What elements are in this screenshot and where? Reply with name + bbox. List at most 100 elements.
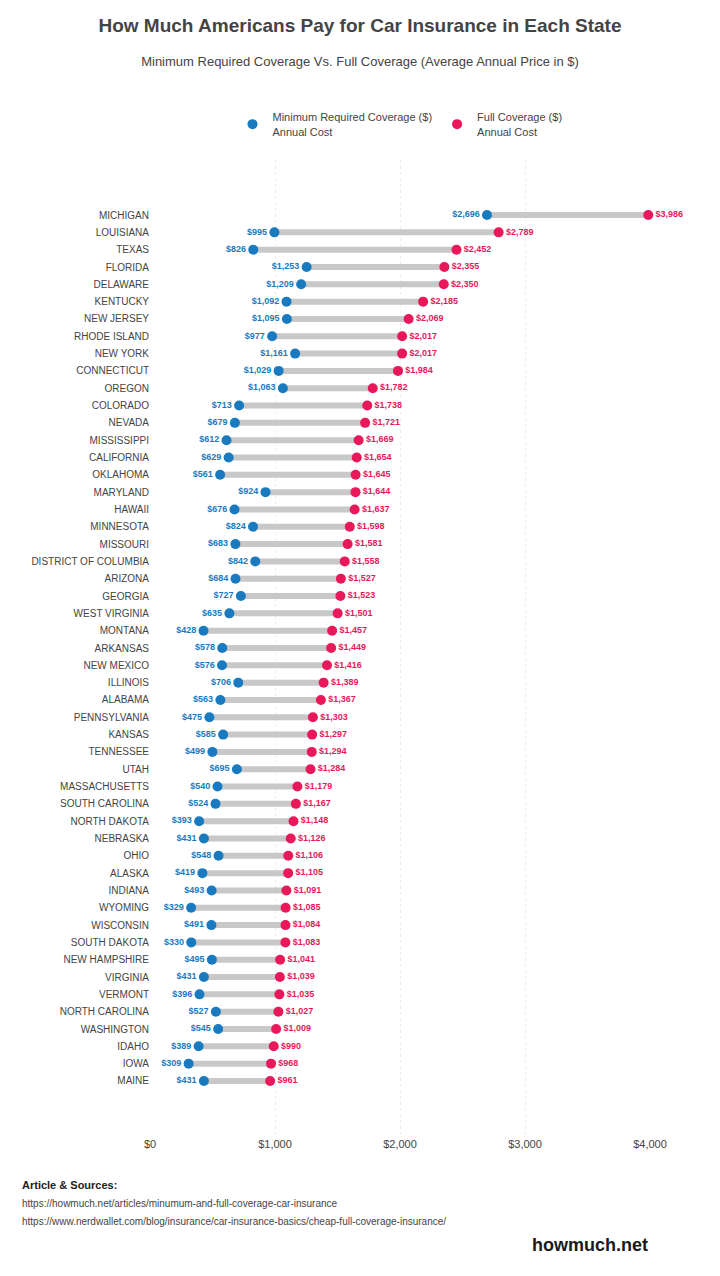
svg-text:$563: $563 <box>193 694 213 704</box>
svg-text:$1,084: $1,084 <box>293 919 321 929</box>
svg-text:$1,106: $1,106 <box>296 850 324 860</box>
svg-text:$499: $499 <box>185 746 205 756</box>
svg-text:CONNECTICUT: CONNECTICUT <box>76 365 149 376</box>
svg-text:$1,669: $1,669 <box>366 434 394 444</box>
svg-text:FLORIDA: FLORIDA <box>106 262 150 273</box>
svg-text:$431: $431 <box>177 833 197 843</box>
svg-text:$968: $968 <box>278 1058 298 1068</box>
svg-text:WYOMING: WYOMING <box>99 902 149 913</box>
svg-text:$1,644: $1,644 <box>363 486 391 496</box>
svg-text:NEW YORK: NEW YORK <box>95 348 150 359</box>
svg-text:Minimum Required Coverage ($)A: Minimum Required Coverage ($)Annual Cost <box>273 111 433 137</box>
svg-text:$1,105: $1,105 <box>295 867 323 877</box>
svg-text:$431: $431 <box>177 1075 197 1085</box>
svg-text:$1,083: $1,083 <box>293 937 321 947</box>
svg-text:WISCONSIN: WISCONSIN <box>91 920 149 931</box>
svg-text:$2,017: $2,017 <box>409 331 437 341</box>
svg-text:$826: $826 <box>226 244 246 254</box>
svg-text:WASHINGTON: WASHINGTON <box>81 1024 149 1035</box>
svg-text:$396: $396 <box>172 989 192 999</box>
svg-text:$561: $561 <box>193 469 213 479</box>
svg-text:$1,085: $1,085 <box>293 902 321 912</box>
svg-text:$1,284: $1,284 <box>318 763 346 773</box>
svg-text:$1,389: $1,389 <box>331 677 359 687</box>
svg-text:$524: $524 <box>188 798 208 808</box>
svg-text:$3,986: $3,986 <box>656 209 684 219</box>
svg-text:SOUTH CAROLINA: SOUTH CAROLINA <box>60 798 149 809</box>
svg-text:$990: $990 <box>281 1041 301 1051</box>
svg-text:NORTH DAKOTA: NORTH DAKOTA <box>70 816 149 827</box>
svg-text:$1,501: $1,501 <box>345 608 373 618</box>
svg-text:$329: $329 <box>164 902 184 912</box>
svg-text:Full Coverage ($)Annual Cost: Full Coverage ($)Annual Cost <box>477 111 562 137</box>
svg-text:IDAHO: IDAHO <box>117 1041 149 1052</box>
svg-text:$2,185: $2,185 <box>430 296 458 306</box>
svg-text:$1,095: $1,095 <box>252 313 280 323</box>
svg-text:$1,416: $1,416 <box>334 660 362 670</box>
svg-text:COLORADO: COLORADO <box>92 400 149 411</box>
svg-text:$495: $495 <box>185 954 205 964</box>
svg-text:SOUTH DAKOTA: SOUTH DAKOTA <box>71 937 149 948</box>
svg-text:$977: $977 <box>245 331 265 341</box>
svg-text:IOWA: IOWA <box>123 1058 150 1069</box>
svg-text:$1,027: $1,027 <box>286 1006 314 1016</box>
svg-text:MARYLAND: MARYLAND <box>94 487 149 498</box>
svg-text:$683: $683 <box>208 538 228 548</box>
svg-text:$1,161: $1,161 <box>260 348 288 358</box>
svg-text:$995: $995 <box>247 227 267 237</box>
svg-text:$1,091: $1,091 <box>294 885 322 895</box>
svg-text:MAINE: MAINE <box>117 1075 149 1086</box>
svg-text:MONTANA: MONTANA <box>100 625 150 636</box>
svg-text:howmuch.net: howmuch.net <box>532 1235 648 1255</box>
svg-text:$1,637: $1,637 <box>362 504 390 514</box>
svg-text:$475: $475 <box>182 712 202 722</box>
svg-text:$2,000: $2,000 <box>383 1138 417 1150</box>
svg-text:$419: $419 <box>175 867 195 877</box>
svg-text:$1,063: $1,063 <box>248 382 276 392</box>
svg-text:DISTRICT OF COLUMBIA: DISTRICT OF COLUMBIA <box>31 556 149 567</box>
svg-text:$2,452: $2,452 <box>464 244 492 254</box>
svg-text:$1,984: $1,984 <box>405 365 433 375</box>
svg-text:$1,527: $1,527 <box>348 573 376 583</box>
svg-text:$1,092: $1,092 <box>252 296 280 306</box>
svg-text:MASSACHUSETTS: MASSACHUSETTS <box>60 781 149 792</box>
svg-text:$1,029: $1,029 <box>244 365 272 375</box>
svg-text:$1,000: $1,000 <box>258 1138 292 1150</box>
svg-text:MICHIGAN: MICHIGAN <box>99 210 149 221</box>
svg-text:$1,457: $1,457 <box>339 625 367 635</box>
svg-text:VIRGINIA: VIRGINIA <box>105 972 149 983</box>
svg-text:ARKANSAS: ARKANSAS <box>95 643 150 654</box>
svg-text:$684: $684 <box>208 573 228 583</box>
svg-text:ALASKA: ALASKA <box>110 868 149 879</box>
svg-text:$1,738: $1,738 <box>375 400 403 410</box>
svg-text:$1,523: $1,523 <box>348 590 376 600</box>
svg-text:$1,041: $1,041 <box>287 954 315 964</box>
svg-text:HAWAII: HAWAII <box>114 504 149 515</box>
svg-text:KENTUCKY: KENTUCKY <box>95 296 150 307</box>
svg-text:$1,449: $1,449 <box>338 642 366 652</box>
svg-text:$695: $695 <box>210 763 230 773</box>
svg-text:Minimum Required Coverage Vs.: Minimum Required Coverage Vs. Full Cover… <box>141 54 579 69</box>
svg-text:https://howmuch.net/articles/m: https://howmuch.net/articles/minumum-and… <box>22 1198 338 1209</box>
svg-text:How Much Americans Pay for Car: How Much Americans Pay for Car Insurance… <box>98 15 621 36</box>
svg-text:$2,789: $2,789 <box>506 227 534 237</box>
svg-text:GEORGIA: GEORGIA <box>102 591 149 602</box>
svg-text:UTAH: UTAH <box>123 764 149 775</box>
svg-text:$924: $924 <box>238 486 258 496</box>
svg-text:NEVADA: NEVADA <box>109 417 150 428</box>
svg-text:$1,367: $1,367 <box>328 694 356 704</box>
svg-text:$1,645: $1,645 <box>363 469 391 479</box>
svg-text:$1,558: $1,558 <box>352 556 380 566</box>
svg-text:$1,167: $1,167 <box>303 798 331 808</box>
svg-text:$635: $635 <box>202 608 222 618</box>
svg-text:$491: $491 <box>184 919 204 929</box>
svg-text:$1,179: $1,179 <box>305 781 333 791</box>
svg-text:Article & Sources:: Article & Sources: <box>22 1179 117 1191</box>
svg-text:$1,721: $1,721 <box>372 417 400 427</box>
svg-text:$1,294: $1,294 <box>319 746 347 756</box>
svg-text:$629: $629 <box>201 452 221 462</box>
svg-text:$679: $679 <box>208 417 228 427</box>
svg-text:$548: $548 <box>191 850 211 860</box>
svg-text:DELAWARE: DELAWARE <box>94 279 150 290</box>
svg-text:$2,069: $2,069 <box>416 313 444 323</box>
